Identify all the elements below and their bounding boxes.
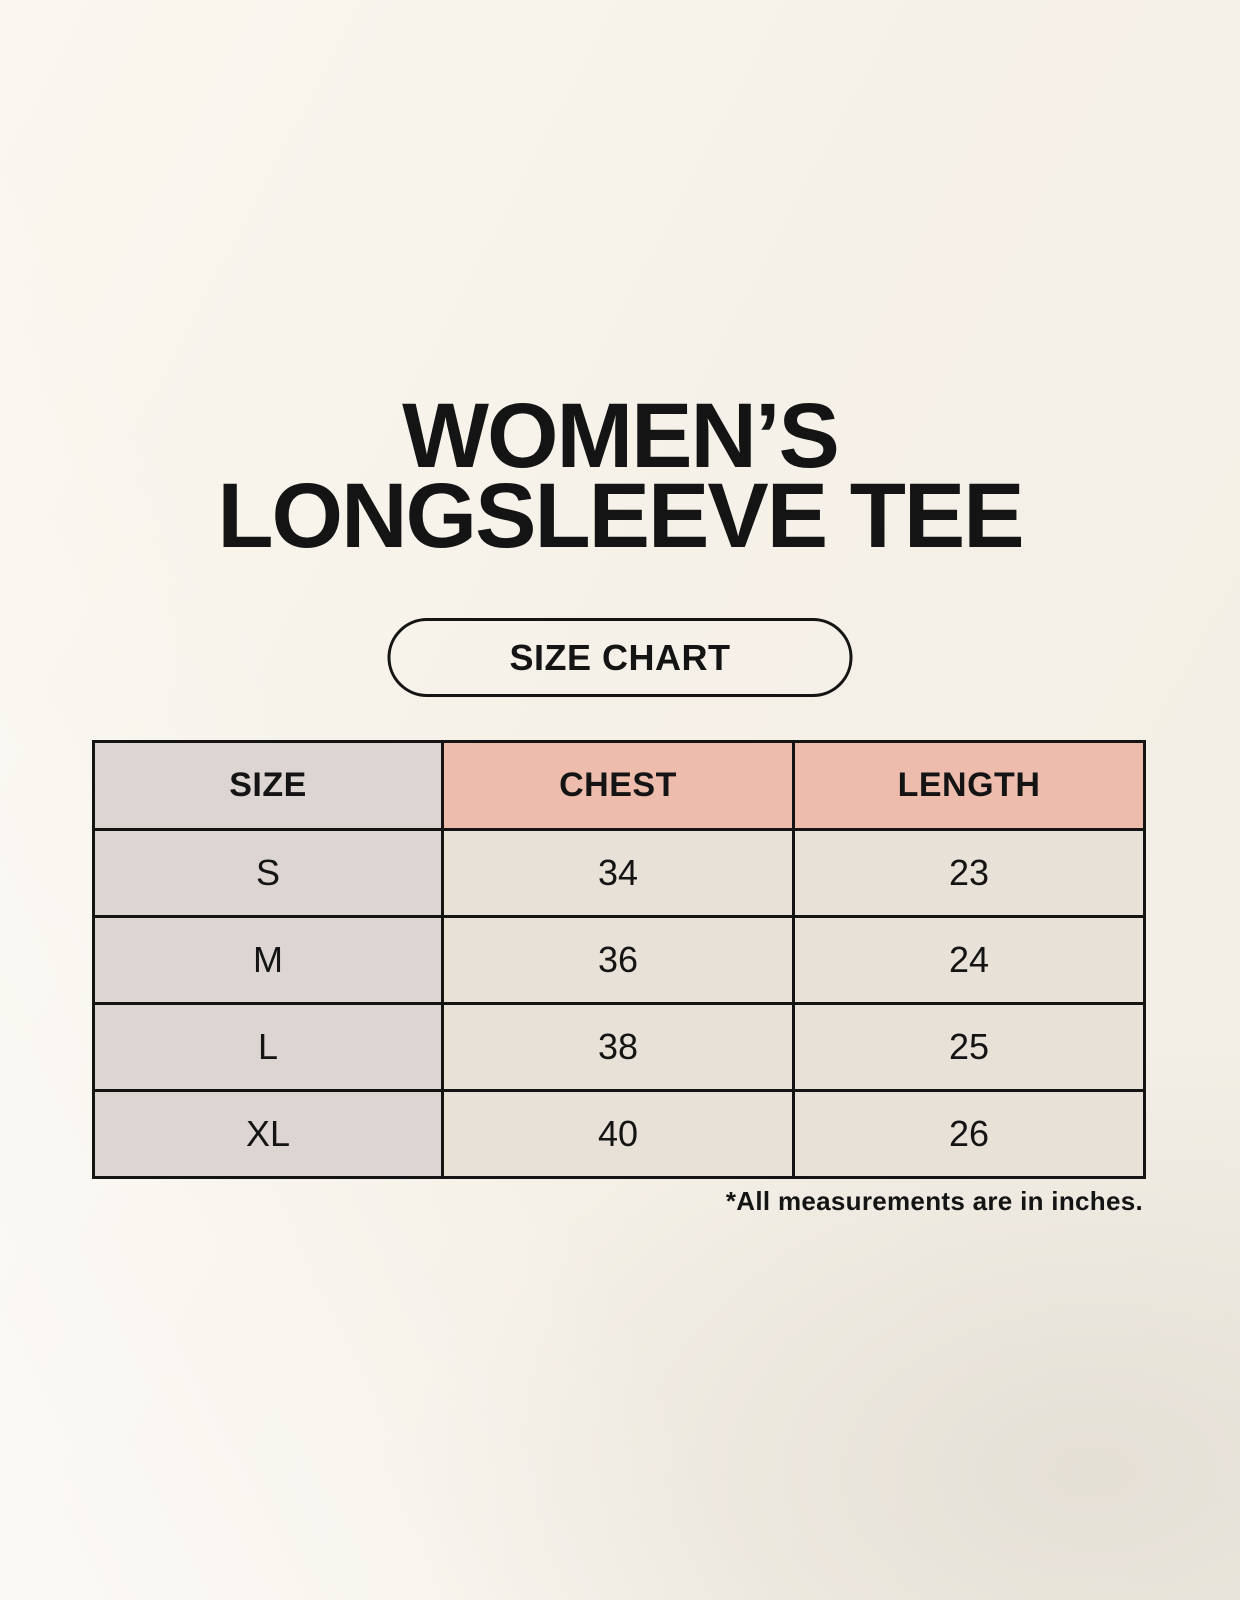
length-value: 26 xyxy=(792,1089,1146,1179)
size-value: S xyxy=(92,828,444,918)
length-value: 24 xyxy=(792,915,1146,1005)
column-header-length: LENGTH xyxy=(792,740,1146,831)
length-value: 23 xyxy=(792,828,1146,918)
size-chart-button[interactable]: SIZE CHART xyxy=(387,618,853,697)
page-title: WOMEN’S LONGSLEEVE TEE xyxy=(0,385,1240,567)
title-line-2: LONGSLEEVE TEE xyxy=(217,465,1024,567)
column-header-size: SIZE xyxy=(92,740,444,831)
size-chart-button-label: SIZE CHART xyxy=(509,636,731,678)
size-value: XL xyxy=(92,1089,444,1179)
chest-value: 36 xyxy=(441,915,795,1005)
table-header-row: SIZE CHEST LENGTH xyxy=(92,740,1146,831)
chest-value: 34 xyxy=(441,828,795,918)
title-line-1: WOMEN’S xyxy=(402,385,840,487)
table-row-l: L 38 25 xyxy=(92,1002,1146,1092)
size-chart-table: SIZE CHEST LENGTH S 34 23 M 36 24 L 38 2… xyxy=(92,740,1146,1179)
size-value: L xyxy=(92,1002,444,1092)
chest-value: 40 xyxy=(441,1089,795,1179)
table-row-xl: XL 40 26 xyxy=(92,1089,1146,1179)
table-row-m: M 36 24 xyxy=(92,915,1146,1005)
table-row-s: S 34 23 xyxy=(92,828,1146,918)
measurements-footnote: *All measurements are in inches. xyxy=(725,1186,1143,1216)
chest-value: 38 xyxy=(441,1002,795,1092)
length-value: 25 xyxy=(792,1002,1146,1092)
size-value: M xyxy=(92,915,444,1005)
column-header-chest: CHEST xyxy=(441,740,795,831)
